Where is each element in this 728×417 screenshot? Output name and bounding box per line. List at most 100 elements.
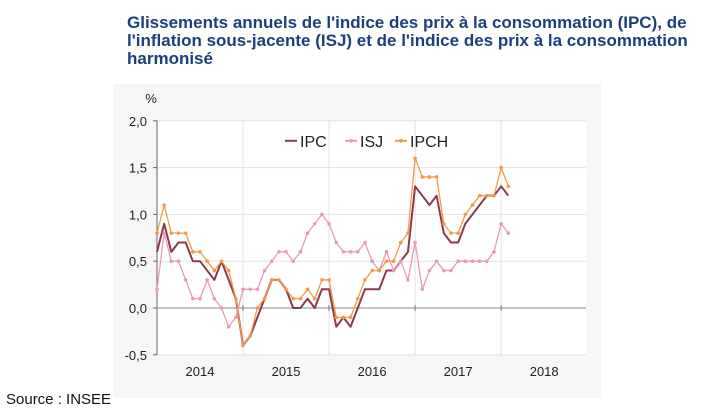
data-point-isj	[155, 287, 159, 292]
data-point-isj	[355, 250, 360, 254]
data-point-ipch	[255, 306, 260, 310]
legend-label-isj: ISJ	[360, 134, 383, 151]
data-point-ipch	[506, 184, 511, 189]
data-point-ipch	[477, 193, 482, 198]
data-point-ipch	[348, 315, 353, 320]
data-point-ipch	[219, 259, 224, 264]
data-point-isj	[262, 268, 267, 273]
data-point-ipch	[291, 296, 296, 301]
data-point-ipch	[492, 193, 496, 198]
data-point-ipch	[456, 231, 460, 235]
data-point-ipch	[391, 259, 396, 264]
data-point-isj	[499, 221, 503, 226]
data-point-isj	[348, 250, 353, 254]
data-point-isj	[420, 287, 425, 292]
data-point-isj	[205, 278, 209, 282]
y-tick-label: -0,5	[125, 348, 147, 363]
data-point-ipch	[434, 175, 439, 179]
data-point-ipch	[277, 278, 281, 282]
chart-title: Glissements annuels de l'indice des prix…	[14, 14, 714, 68]
legend-label-ipc: IPC	[300, 134, 327, 151]
data-point-isj	[334, 240, 339, 245]
data-point-isj	[298, 250, 303, 254]
x-tick-label: 2014	[186, 364, 215, 379]
data-point-isj	[449, 268, 453, 273]
data-point-isj	[269, 259, 274, 264]
source-note: Source : INSEE	[6, 391, 112, 408]
y-tick-label: 1,5	[129, 161, 147, 176]
x-tick-label: 2017	[444, 364, 473, 379]
data-point-isj	[191, 296, 195, 301]
legend-label-ipch: IPCH	[410, 134, 448, 151]
data-point-isj	[198, 296, 202, 301]
data-point-isj	[506, 231, 511, 235]
data-point-isj	[212, 296, 217, 301]
data-point-ipch	[205, 259, 209, 264]
data-point-isj	[305, 231, 310, 235]
data-point-isj	[427, 268, 432, 273]
legend-marker-isj	[349, 139, 353, 143]
data-point-ipch	[183, 231, 188, 235]
data-point-ipch	[155, 231, 159, 235]
data-point-ipch	[341, 315, 346, 320]
data-point-isj	[162, 231, 166, 235]
data-point-isj	[463, 259, 468, 264]
data-point-ipch	[377, 268, 382, 273]
data-point-isj	[176, 259, 181, 264]
data-point-ipch	[169, 231, 174, 235]
series-line-ipc	[156, 185, 510, 347]
data-point-isj	[219, 306, 224, 310]
data-point-isj	[241, 287, 245, 292]
series-line-ipch	[156, 157, 509, 347]
data-point-isj	[284, 250, 288, 254]
data-point-ipch	[370, 268, 374, 273]
data-point-ipch	[305, 287, 310, 292]
x-tick-label: 2016	[358, 364, 387, 379]
x-tick-label: 2015	[272, 364, 301, 379]
data-point-isj	[226, 324, 231, 329]
data-point-ipch	[406, 231, 410, 235]
data-point-isj	[406, 278, 410, 282]
data-point-isj	[320, 212, 324, 217]
data-point-ipch	[463, 212, 468, 217]
data-point-ipch	[442, 221, 446, 226]
data-point-ipch	[162, 203, 166, 207]
data-point-isj	[291, 259, 296, 264]
data-point-ipch	[427, 175, 432, 179]
data-point-isj	[434, 259, 439, 264]
y-tick-label: 0,5	[129, 254, 147, 269]
data-point-ipch	[485, 193, 489, 198]
data-point-isj	[234, 315, 238, 320]
data-point-ipch	[248, 334, 253, 338]
data-point-ipch	[312, 296, 317, 301]
data-point-isj	[442, 268, 446, 273]
chart-title-text: Glissements annuels de l'indice des prix…	[127, 13, 688, 68]
data-point-isj	[398, 259, 403, 264]
data-point-ipch	[334, 315, 339, 320]
plot-area	[157, 120, 586, 355]
data-point-ipch	[449, 231, 453, 235]
data-point-isj	[413, 240, 417, 245]
legend-marker-ipch	[399, 139, 403, 143]
x-tick-label: 2018	[530, 364, 559, 379]
data-point-isj	[370, 259, 374, 264]
data-point-ipch	[262, 296, 267, 301]
data-point-ipch	[212, 268, 217, 273]
data-point-ipch	[269, 278, 274, 282]
data-point-ipch	[234, 296, 238, 301]
data-point-ipch	[355, 296, 360, 301]
data-point-ipch	[284, 287, 288, 292]
data-point-ipch	[241, 343, 245, 348]
data-point-ipch	[398, 240, 403, 245]
data-point-ipch	[298, 296, 303, 301]
data-point-isj	[248, 287, 253, 292]
data-point-isj	[485, 259, 489, 264]
data-point-isj	[169, 259, 174, 264]
data-point-isj	[384, 250, 389, 254]
y-tick-label: 0,0	[129, 301, 147, 316]
data-point-isj	[312, 221, 317, 226]
data-point-ipch	[176, 231, 181, 235]
data-point-isj	[255, 287, 260, 292]
data-point-ipch	[363, 278, 367, 282]
